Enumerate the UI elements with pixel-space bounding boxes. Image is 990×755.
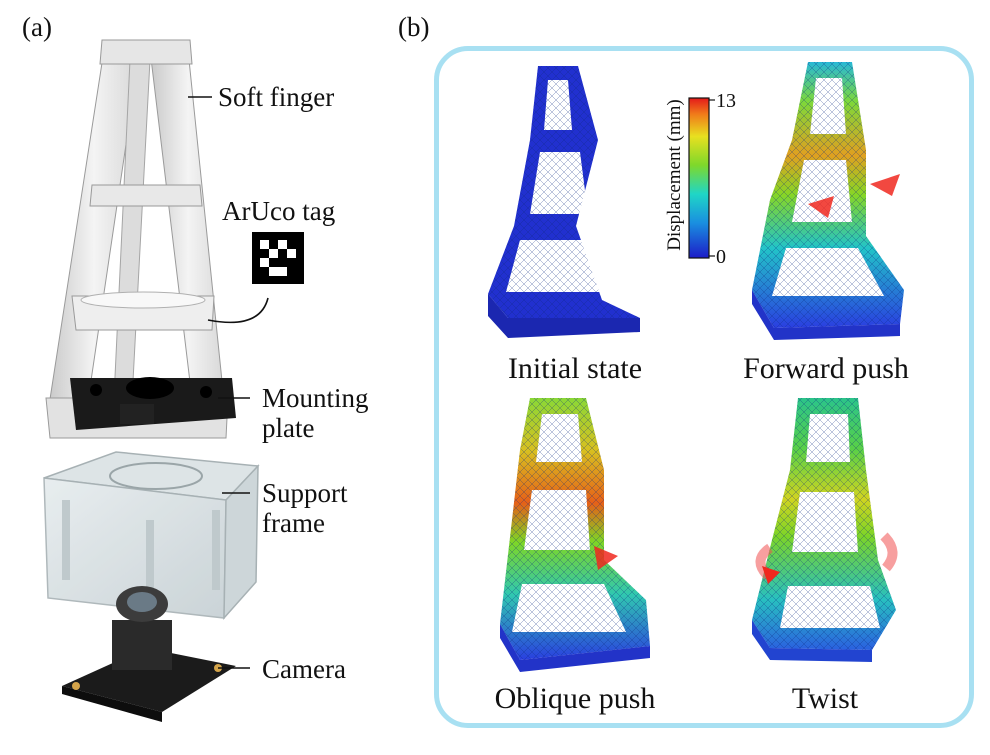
caption-forward-push: Forward push xyxy=(743,352,909,385)
label-support-frame: Support frame xyxy=(262,478,348,538)
fem-oblique-push xyxy=(500,398,650,672)
support-frame-illustration xyxy=(43,451,260,621)
aruco-tag-illustration xyxy=(252,232,304,284)
panel-b-label: (b) xyxy=(398,12,430,42)
camera-illustration xyxy=(62,586,236,722)
panel-a-label: (a) xyxy=(22,12,52,42)
leader-lines xyxy=(188,96,269,669)
panel-b-frame xyxy=(434,46,974,728)
colorbar xyxy=(688,97,715,259)
caption-twist: Twist xyxy=(791,682,859,715)
fem-twist xyxy=(752,398,898,662)
label-mounting-plate: Mounting plate xyxy=(262,383,369,443)
colorbar-max: 13 xyxy=(716,90,736,112)
mounting-plate-illustration xyxy=(70,377,236,430)
fem-forward-push xyxy=(752,62,904,340)
caption-initial-state: Initial state xyxy=(507,352,643,385)
fem-initial-state xyxy=(488,66,640,338)
label-camera: Camera xyxy=(262,654,346,684)
colorbar-title: Displacement (mm) xyxy=(664,99,685,251)
colorbar-min: 0 xyxy=(716,246,726,268)
caption-oblique-push: Oblique push xyxy=(494,682,656,715)
label-aruco-tag: ArUco tag xyxy=(222,196,336,226)
label-soft-finger: Soft finger xyxy=(218,82,335,112)
